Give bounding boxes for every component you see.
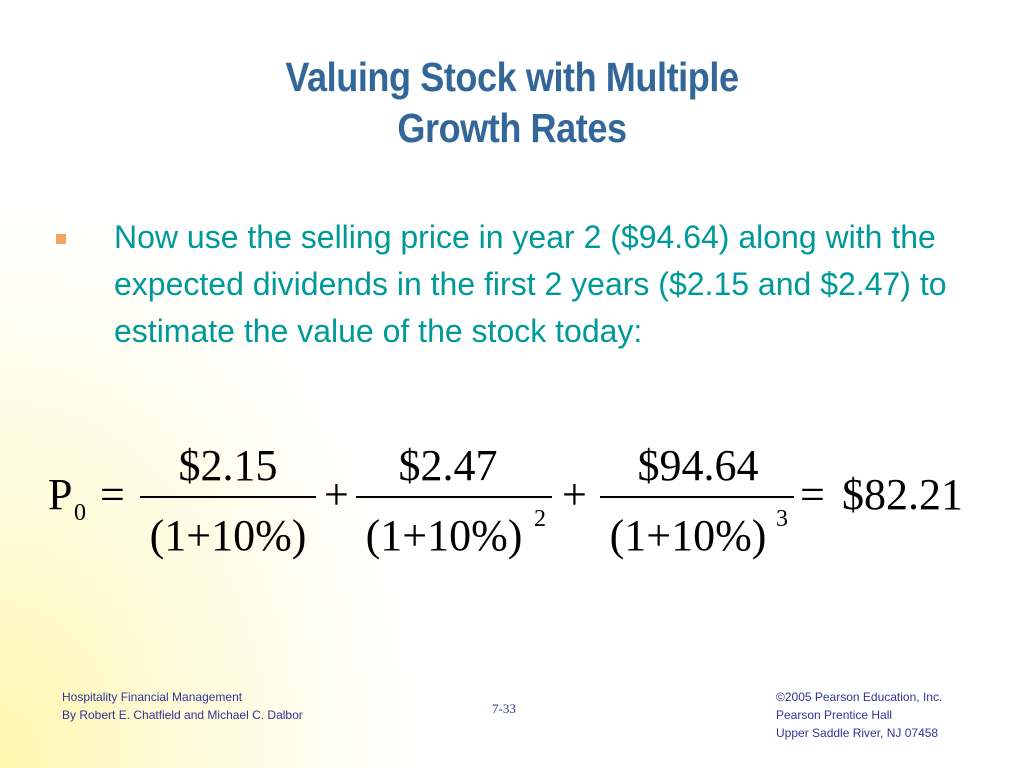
numerator-3: $94.64 (638, 441, 759, 490)
plus-sign-2: + (562, 470, 587, 519)
numerator-2: $2.47 (399, 441, 498, 490)
footer-publisher: Pearson Prentice Hall (776, 708, 893, 722)
equation-lhs: P (48, 470, 72, 519)
equation-graphic: P 0 = $2.15 (1+10%) + $2.47 (1+10%) 2 + … (48, 441, 963, 560)
bullet-text: Now use the selling price in year 2 ($94… (114, 219, 947, 349)
footer-book-title: Hospitality Financial Management (62, 690, 243, 704)
equation-result: $82.21 (842, 470, 963, 519)
slide-title: Valuing Stock with Multiple Growth Rates (61, 52, 962, 154)
plus-sign-1: + (324, 470, 349, 519)
equals-sign: = (100, 470, 125, 519)
footer-copyright-line: ©2005 Pearson Education, Inc. (776, 690, 943, 704)
footer-address: Upper Saddle River, NJ 07458 (776, 726, 939, 740)
equals-sign-result: = (800, 470, 825, 519)
square-bullet-icon (56, 234, 66, 244)
equation-lhs-subscript: 0 (74, 500, 86, 526)
denominator-1: (1+10%) (150, 511, 307, 560)
footer-book-info: Hospitality Financial Management By Robe… (62, 688, 303, 724)
denominator-3: (1+10%) (610, 511, 767, 560)
valuation-equation: P 0 = $2.15 (1+10%) + $2.47 (1+10%) 2 + … (0, 430, 1024, 590)
denominator-2: (1+10%) (366, 511, 523, 560)
exponent-2: 2 (534, 506, 546, 532)
numerator-1: $2.15 (179, 441, 278, 490)
footer-copyright: ©2005 Pearson Education, Inc. Pearson Pr… (776, 688, 942, 742)
footer-authors: By Robert E. Chatfield and Michael C. Da… (62, 708, 303, 722)
page-number: 7-33 (492, 701, 516, 716)
title-line-1: Valuing Stock with Multiple (285, 54, 739, 100)
title-line-2: Growth Rates (397, 105, 627, 151)
exponent-3: 3 (776, 506, 788, 532)
